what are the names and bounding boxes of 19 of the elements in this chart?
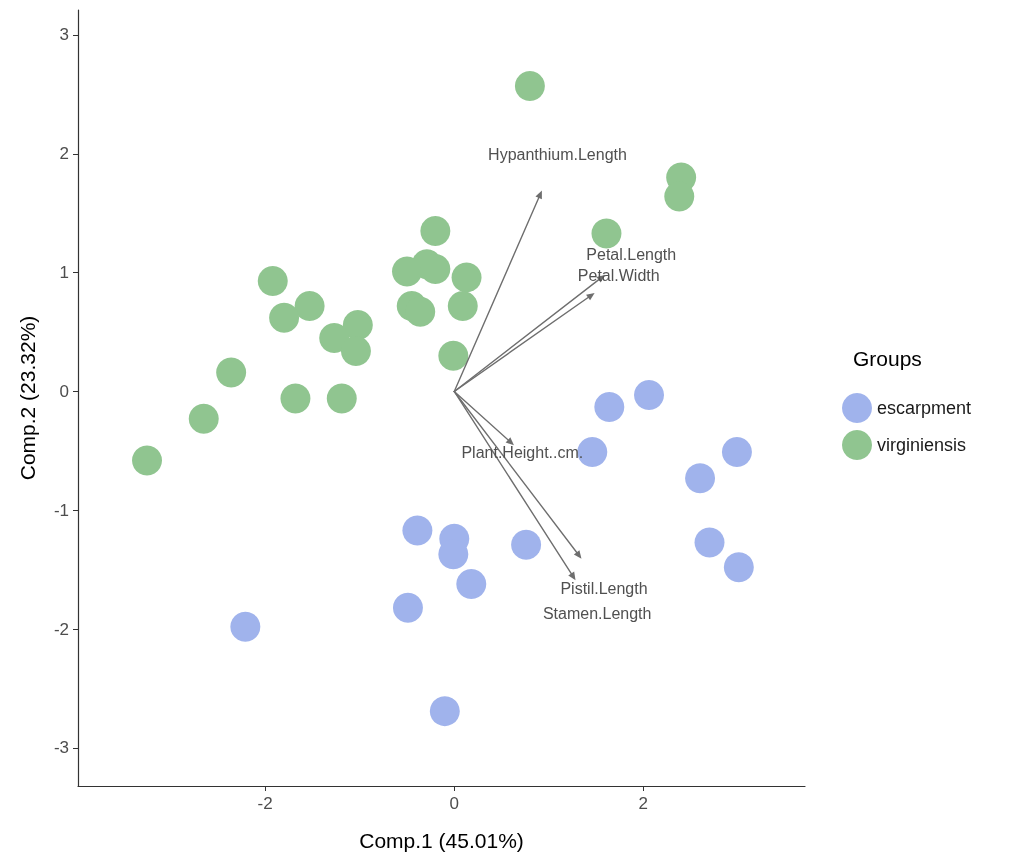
y-tick-label: 3 bbox=[59, 25, 69, 45]
legend-label: escarpment bbox=[877, 398, 972, 418]
y-tick-label: 1 bbox=[59, 263, 69, 283]
y-tick-label: -2 bbox=[53, 619, 69, 639]
text: Stamen.Length bbox=[542, 605, 652, 623]
x-tick-label: 2 bbox=[638, 794, 649, 813]
y-axis-title: Comp.2 (23.32%) bbox=[16, 315, 39, 481]
y-tick-label: -1 bbox=[53, 500, 69, 520]
legend-title: Groups bbox=[853, 347, 922, 370]
y-tick-label: 0 bbox=[59, 381, 69, 401]
x-tick-label: 0 bbox=[449, 794, 459, 813]
text: Hypanthium.Length bbox=[488, 146, 627, 164]
y-tick-label: -3 bbox=[53, 738, 69, 758]
series-label: Pistil.Length bbox=[560, 579, 648, 597]
x-tick-label: -2 bbox=[257, 794, 273, 813]
series-label: Petal.Length bbox=[586, 246, 677, 264]
x-axis-title: Comp.1 (45.01%) bbox=[359, 829, 524, 852]
legend-label: virginiensis bbox=[877, 435, 967, 455]
y-tick-label: 2 bbox=[59, 144, 69, 164]
